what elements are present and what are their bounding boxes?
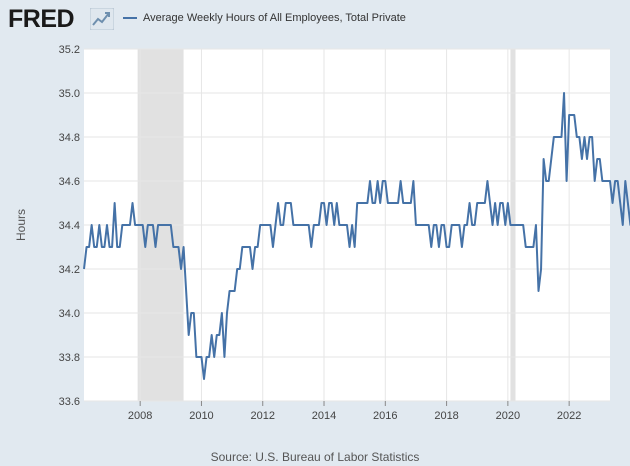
y-axis-label: Hours xyxy=(14,209,28,241)
legend-series-label: Average Weekly Hours of All Employees, T… xyxy=(143,12,406,24)
y-tick-label: 35.2 xyxy=(59,44,80,56)
x-tick-label: 2010 xyxy=(189,410,213,422)
y-tick-label: 35.0 xyxy=(59,88,80,100)
x-tick-label: 2022 xyxy=(557,410,581,422)
y-tick-label: 34.2 xyxy=(59,264,80,276)
series-layer xyxy=(83,92,630,380)
y-tick-label: 34.4 xyxy=(59,220,80,232)
x-tick-label: 2020 xyxy=(496,410,520,422)
chart-header: FRED Average Weekly Hours of All Employe… xyxy=(0,0,630,40)
chart-trend-icon xyxy=(90,8,114,30)
y-tick-label: 33.6 xyxy=(59,396,80,408)
chart-legend: Average Weekly Hours of All Employees, T… xyxy=(123,10,406,26)
series-line xyxy=(83,92,630,380)
x-tick-label: 2018 xyxy=(434,410,458,422)
y-tick-label: 34.6 xyxy=(59,176,80,188)
source-note: Source: U.S. Bureau of Labor Statistics xyxy=(210,450,420,464)
legend-swatch xyxy=(123,17,137,19)
fred-logo[interactable]: FRED xyxy=(8,5,75,33)
y-tick-label: 34.0 xyxy=(59,308,80,320)
x-axis: 2008 2010 2012 2014 2016 2018 2020 2022 xyxy=(128,401,581,422)
x-tick-label: 2008 xyxy=(128,410,152,422)
y-axis: 33.6 33.8 34.0 34.2 34.4 34.6 34.8 35.0 35.2 xyxy=(59,44,80,408)
x-tick-label: 2014 xyxy=(312,410,336,422)
y-tick-label: 34.8 xyxy=(59,132,80,144)
x-tick-label: 2012 xyxy=(250,410,274,422)
y-tick-label: 33.8 xyxy=(59,352,80,364)
x-tick-label: 2016 xyxy=(373,410,397,422)
